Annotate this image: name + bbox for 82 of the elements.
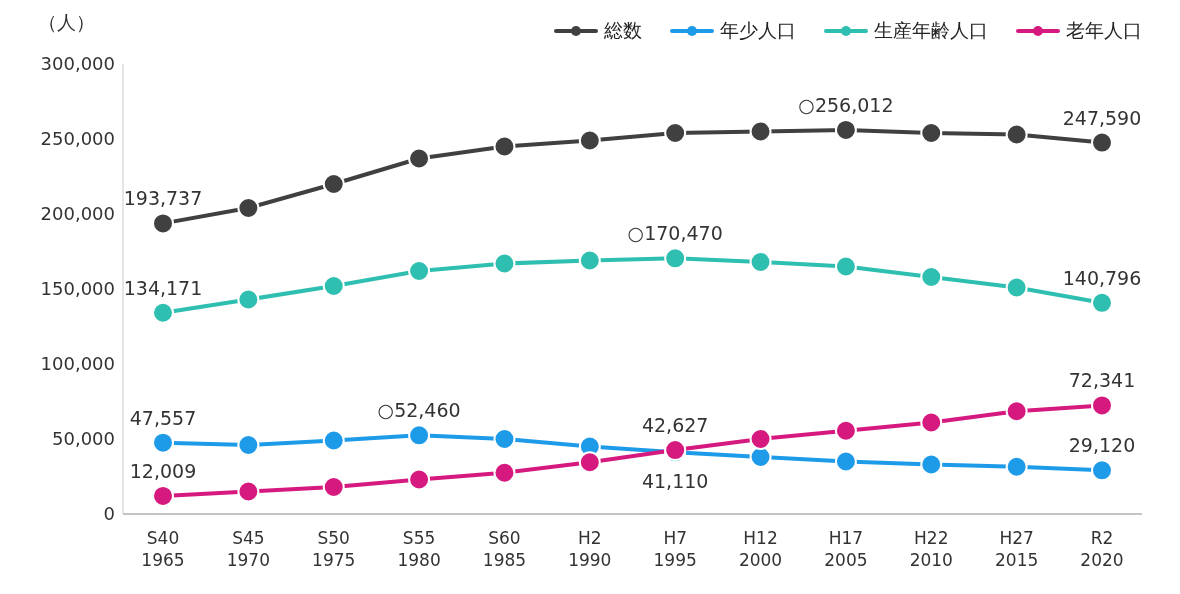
point — [152, 431, 174, 454]
x-tick-label: S60 1985 — [482, 527, 527, 570]
point — [1091, 459, 1113, 482]
point — [749, 446, 772, 468]
y-tick-label: 250,000 — [40, 128, 115, 150]
point — [322, 429, 345, 452]
point — [749, 120, 772, 143]
point — [1091, 291, 1113, 314]
point — [237, 480, 260, 503]
point — [237, 434, 260, 456]
y-tick-label: 300,000 — [40, 53, 115, 75]
data-label: ○256,012 — [798, 93, 894, 116]
point — [322, 476, 345, 498]
x-tick-label: H2 1990 — [568, 527, 612, 570]
data-label: 140,796 — [1062, 266, 1142, 289]
point — [1091, 394, 1113, 417]
point — [1005, 400, 1028, 423]
y-tick-label: 200,000 — [40, 203, 115, 225]
point — [322, 275, 345, 297]
y-axis-title: （人） — [38, 10, 95, 35]
data-label: 247,590 — [1062, 106, 1142, 129]
legend-label: 総数 — [603, 18, 642, 43]
x-tick-label: H7 1995 — [653, 527, 697, 570]
x-tick-label: S55 1980 — [397, 527, 441, 570]
y-tick-label: 0 — [103, 503, 115, 525]
point — [152, 301, 174, 324]
x-tick-label: S40 1965 — [141, 527, 185, 570]
x-tick-label: H27 2015 — [995, 527, 1039, 570]
point — [834, 450, 857, 473]
data-label: ○52,460 — [377, 399, 461, 422]
x-tick-label: H22 2010 — [909, 527, 953, 570]
x-tick-label: H12 2000 — [738, 527, 783, 570]
x-tick-label: R2 2020 — [1080, 527, 1124, 570]
data-label: 134,171 — [123, 276, 203, 299]
point — [322, 173, 345, 195]
point — [493, 252, 516, 275]
point — [920, 122, 943, 144]
point — [664, 247, 687, 270]
point — [834, 255, 857, 278]
point — [408, 147, 431, 170]
point — [408, 260, 431, 282]
point — [152, 212, 174, 235]
point — [152, 484, 174, 507]
y-tick-label: 100,000 — [40, 353, 115, 375]
point — [493, 428, 516, 450]
point — [493, 135, 516, 158]
point — [920, 266, 943, 288]
x-tick-label: S50 1975 — [312, 527, 356, 570]
point — [1005, 123, 1028, 146]
data-label: 47,557 — [129, 406, 197, 429]
data-label: 42,627 — [641, 414, 709, 437]
data-label: 29,120 — [1068, 434, 1136, 457]
point — [1091, 131, 1113, 154]
legend-label: 老年人口 — [1065, 18, 1142, 43]
point — [834, 118, 857, 141]
data-label: 72,341 — [1068, 369, 1136, 392]
point — [237, 197, 260, 219]
point — [920, 453, 943, 476]
point — [493, 461, 516, 484]
point — [834, 419, 857, 442]
y-tick-label: 50,000 — [52, 428, 115, 450]
data-label: 193,737 — [123, 187, 203, 210]
data-label: ○170,470 — [627, 222, 723, 245]
data-label: 12,009 — [129, 459, 197, 482]
point — [920, 411, 943, 434]
point — [1005, 276, 1028, 299]
point — [237, 288, 260, 311]
legend-label: 年少人口 — [719, 18, 796, 43]
point — [578, 249, 601, 272]
x-tick-label: H17 2005 — [824, 527, 868, 570]
point — [664, 122, 687, 144]
point — [578, 129, 601, 152]
point — [749, 428, 772, 450]
point — [1005, 455, 1028, 478]
point — [749, 251, 772, 273]
point — [408, 424, 431, 447]
y-tick-label: 150,000 — [40, 278, 115, 300]
data-label: 41,110 — [641, 470, 709, 493]
point — [408, 468, 431, 491]
point — [578, 451, 601, 474]
legend-label: 生産年齢人口 — [873, 18, 988, 43]
x-tick-label: S45 1970 — [226, 527, 270, 570]
